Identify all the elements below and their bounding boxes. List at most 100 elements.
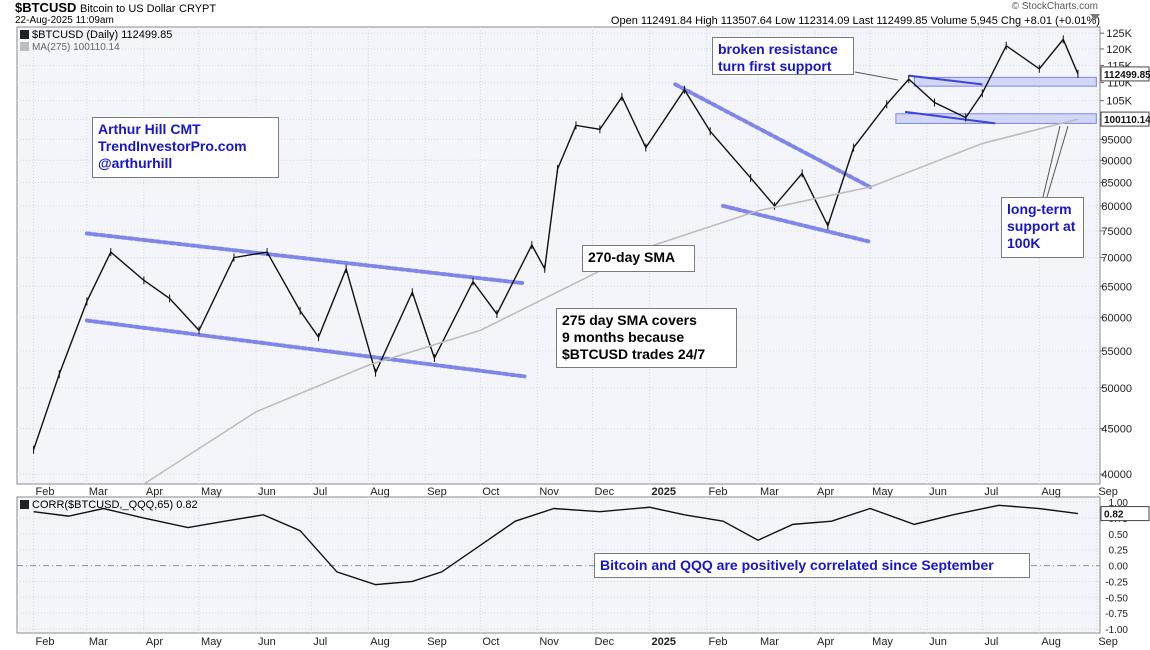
author-name: Arthur Hill CMT xyxy=(98,121,201,137)
x-tick-label: Aug xyxy=(370,486,390,498)
price-panel xyxy=(16,26,1101,485)
symbol-label: $BTCUSD xyxy=(15,0,77,15)
chart-title: $BTCUSD Bitcoin to US Dollar CRYPT xyxy=(15,0,216,15)
ma-legend-label: MA(275) 100110.14 xyxy=(32,42,120,53)
y-tick-label: 45000 xyxy=(1101,424,1132,436)
x-tick-label: Feb xyxy=(709,636,728,648)
x-tick-label: Jun xyxy=(258,636,276,648)
lower-trendline xyxy=(84,318,527,379)
corr-value-tag-box xyxy=(1100,506,1150,522)
support-zone-100k xyxy=(895,113,1097,124)
x-tick-label: Apr xyxy=(817,636,834,648)
x-tick-label: Feb xyxy=(36,486,55,498)
author-note: Arthur Hill CMT TrendInvestorPro.com @ar… xyxy=(92,117,279,178)
y-tick-label: 95000 xyxy=(1101,134,1132,146)
x-tick-label: May xyxy=(201,486,222,498)
y-tick-label: 0.00 xyxy=(1109,562,1129,573)
ma-legend: MA(275) 100110.14 xyxy=(20,42,120,53)
y-tick-label: 50000 xyxy=(1101,383,1132,395)
x-tick-label: Sep xyxy=(1098,636,1118,648)
stockcharts-logo: © StockCharts.com xyxy=(1011,1,1098,12)
y-tick-label: 55000 xyxy=(1101,346,1132,358)
longterm-note: long-term support at 100K xyxy=(1001,197,1084,258)
x-tick-label: Dec xyxy=(595,636,615,648)
y-tick-label: 60000 xyxy=(1101,312,1132,324)
x-tick-label: Mar xyxy=(760,636,779,648)
flag-lower-line xyxy=(904,110,996,125)
longterm-line-2: support at xyxy=(1007,218,1076,234)
corr-line xyxy=(33,504,1079,586)
ohlc-readout: Open 112491.84 High 113507.64 Low 112314… xyxy=(610,15,1100,27)
scroll-down-icon[interactable] xyxy=(1090,14,1100,20)
x-tick-label: Mar xyxy=(760,486,779,498)
x-tick-label: Apr xyxy=(146,486,163,498)
price-legend: $BTCUSD (Daily) 112499.85 xyxy=(20,29,172,41)
callout-line xyxy=(854,71,899,81)
callout-line xyxy=(1046,125,1069,198)
y-tick-label: 105K xyxy=(1106,96,1132,108)
y-tick-label: 125K xyxy=(1106,28,1132,40)
ma-value-tag-box xyxy=(1100,111,1150,127)
x-tick-label: Jul xyxy=(313,636,327,648)
x-tick-label: Apr xyxy=(817,486,834,498)
y-tick-label: 90000 xyxy=(1101,155,1132,167)
x-tick-label: Aug xyxy=(1041,486,1061,498)
sma270-note: 270-day SMA xyxy=(582,245,695,272)
x-tick-label: Jun xyxy=(258,486,276,498)
y-tick-label: -1.00 xyxy=(1105,625,1128,636)
y-tick-label: 85000 xyxy=(1101,177,1132,189)
x-tick-label: May xyxy=(872,636,893,648)
y-tick-label: 65000 xyxy=(1101,281,1132,293)
x-tick-label: May xyxy=(872,486,893,498)
sma275-line-2: 9 months because xyxy=(562,329,685,345)
x-tick-label: Jul xyxy=(984,636,998,648)
x-tick-label: Aug xyxy=(1041,636,1061,648)
y-tick-label: 0.25 xyxy=(1109,546,1129,557)
exchange-label: CRYPT xyxy=(179,3,217,15)
author-handle: @arthurhill xyxy=(98,155,173,171)
resistance-line-2: turn first support xyxy=(718,58,832,74)
resistance-line-1: broken resistance xyxy=(718,41,838,57)
upper-trendline xyxy=(84,231,527,286)
x-tick-label: Nov xyxy=(539,486,559,498)
last-price-tag-text: 112499.85 xyxy=(1104,70,1150,81)
corr-value-tag-text: 0.82 xyxy=(1104,510,1124,521)
sma275-line-1: 275 day SMA covers xyxy=(562,312,697,328)
y-tick-label: 70000 xyxy=(1101,253,1132,265)
x-tick-label: Oct xyxy=(482,486,499,498)
x-tick-label: Aug xyxy=(370,636,390,648)
x-tick-label: Apr xyxy=(146,636,163,648)
corr-legend: CORR($BTCUSD,_QQQ,65) 0.82 xyxy=(20,499,198,511)
ma-legend-swatch xyxy=(20,42,29,51)
resistance-note: broken resistance turn first support xyxy=(712,37,854,75)
wedge-upper-line xyxy=(673,82,873,190)
x-tick-label: May xyxy=(201,636,222,648)
x-tick-label: Sep xyxy=(1098,486,1118,498)
last-price-tag-box xyxy=(1100,66,1150,82)
ma-value-tag-text: 100110.14 xyxy=(1104,115,1150,126)
sma275-note: 275 day SMA covers 9 months because $BTC… xyxy=(556,308,737,368)
y-tick-label: 0.50 xyxy=(1109,530,1129,541)
x-tick-label: Sep xyxy=(427,636,447,648)
wedge-lower-line xyxy=(721,203,871,244)
corr-legend-swatch xyxy=(20,500,29,509)
y-tick-label: 75000 xyxy=(1101,226,1132,238)
x-tick-label: Jun xyxy=(929,486,947,498)
callout-line xyxy=(1042,125,1061,198)
sma275-line-3: $BTCUSD trades 24/7 xyxy=(562,346,706,362)
y-tick-label: -0.50 xyxy=(1105,593,1128,604)
price-legend-label: $BTCUSD (Daily) 112499.85 xyxy=(32,29,173,41)
y-tick-label: -0.25 xyxy=(1105,577,1128,588)
longterm-line-1: long-term xyxy=(1007,201,1072,217)
x-tick-label: Jul xyxy=(313,486,327,498)
x-tick-label: Mar xyxy=(89,486,108,498)
flag-upper-line xyxy=(908,74,983,86)
symbol-description: Bitcoin to US Dollar xyxy=(80,3,176,15)
x-tick-label: Feb xyxy=(709,486,728,498)
x-tick-label: Oct xyxy=(482,636,499,648)
y-tick-label: 1.00 xyxy=(1109,498,1129,509)
y-tick-label: 80000 xyxy=(1101,201,1132,213)
x-tick-label: Feb xyxy=(36,636,55,648)
correlation-note: Bitcoin and QQQ are positively correlate… xyxy=(594,553,1030,578)
